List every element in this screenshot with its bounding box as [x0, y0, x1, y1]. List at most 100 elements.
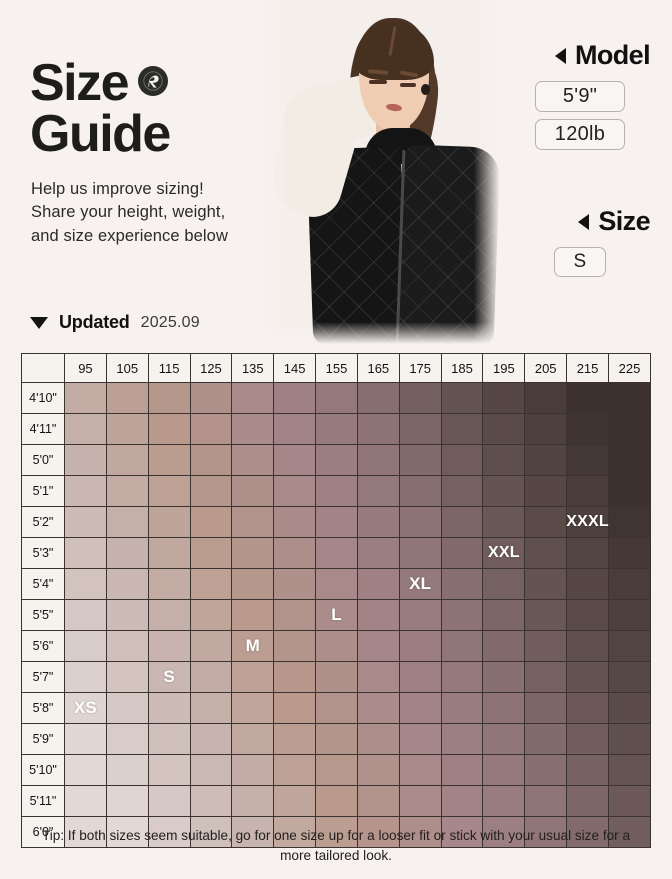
size-chart-cell[interactable]	[440, 785, 484, 817]
size-chart-cell[interactable]	[524, 475, 568, 507]
size-chart-cell[interactable]	[440, 506, 484, 538]
size-chart-cell[interactable]	[105, 630, 149, 662]
size-chart-cell[interactable]	[64, 506, 107, 538]
size-chart-cell[interactable]: XXL	[482, 537, 526, 569]
size-chart-cell[interactable]	[147, 382, 191, 414]
size-chart-cell[interactable]	[231, 754, 275, 786]
size-chart-cell[interactable]	[356, 413, 400, 445]
size-chart-cell[interactable]	[607, 816, 652, 848]
size-chart-cell[interactable]	[273, 692, 317, 724]
size-chart-cell[interactable]	[524, 785, 568, 817]
size-chart-cell[interactable]	[356, 630, 400, 662]
size-chart-cell[interactable]	[398, 599, 442, 631]
size-chart-cell[interactable]	[607, 382, 652, 414]
size-chart-cell[interactable]	[440, 661, 484, 693]
size-chart-cell[interactable]	[440, 413, 484, 445]
size-chart-cell[interactable]	[566, 785, 609, 817]
size-chart-cell[interactable]	[189, 444, 233, 476]
size-chart-cell[interactable]	[189, 661, 233, 693]
size-chart-cell[interactable]	[231, 537, 275, 569]
size-chart-cell[interactable]	[147, 413, 191, 445]
size-chart-cell[interactable]	[189, 754, 233, 786]
size-chart-cell[interactable]: XXXL	[566, 506, 609, 538]
size-chart-cell[interactable]	[64, 630, 107, 662]
size-chart-cell[interactable]	[566, 599, 609, 631]
size-chart-cell[interactable]	[231, 444, 275, 476]
size-chart-cell[interactable]	[105, 599, 149, 631]
size-chart-cell[interactable]	[105, 723, 149, 755]
size-chart-cell[interactable]	[189, 630, 233, 662]
size-chart-cell[interactable]	[189, 723, 233, 755]
size-chart-cell[interactable]	[189, 599, 233, 631]
size-chart-cell[interactable]	[440, 537, 484, 569]
size-chart-cell[interactable]	[524, 568, 568, 600]
size-chart-cell[interactable]	[356, 444, 400, 476]
size-chart-cell[interactable]	[398, 506, 442, 538]
model-weight-badge[interactable]: 120lb	[535, 119, 625, 150]
size-chart-cell[interactable]	[231, 568, 275, 600]
size-chart-cell[interactable]	[440, 568, 484, 600]
size-chart-cell[interactable]	[356, 506, 400, 538]
size-chart-cell[interactable]	[398, 475, 442, 507]
size-chart-cell[interactable]	[482, 661, 526, 693]
size-chart-cell[interactable]: M	[231, 630, 275, 662]
size-chart-cell[interactable]	[607, 661, 652, 693]
size-chart-cell[interactable]	[566, 630, 609, 662]
size-chart-cell[interactable]	[356, 816, 400, 848]
size-chart-cell[interactable]	[64, 413, 107, 445]
size-chart-cell[interactable]	[482, 599, 526, 631]
size-chart-cell[interactable]	[482, 754, 526, 786]
size-chart-cell[interactable]	[64, 661, 107, 693]
size-chart-cell[interactable]	[105, 568, 149, 600]
size-chart-cell[interactable]	[356, 537, 400, 569]
size-chart-cell[interactable]	[147, 816, 191, 848]
size-chart-cell[interactable]	[356, 382, 400, 414]
size-chart-cell[interactable]	[482, 630, 526, 662]
size-chart-cell[interactable]	[482, 816, 526, 848]
size-chart-cell[interactable]	[607, 506, 652, 538]
size-chart-cell[interactable]	[273, 506, 317, 538]
size-chart-cell[interactable]	[64, 568, 107, 600]
size-chart-cell[interactable]	[566, 692, 609, 724]
size-chart-cell[interactable]	[566, 754, 609, 786]
size-chart-cell[interactable]	[398, 723, 442, 755]
size-chart-cell[interactable]	[189, 382, 233, 414]
size-chart-cell[interactable]	[147, 692, 191, 724]
size-chart-cell[interactable]	[231, 723, 275, 755]
size-chart-cell[interactable]	[189, 537, 233, 569]
size-chart-cell[interactable]	[315, 382, 358, 414]
size-chart-cell[interactable]	[105, 382, 149, 414]
size-chart-cell[interactable]	[356, 568, 400, 600]
size-chart-cell[interactable]	[147, 537, 191, 569]
size-chart-cell[interactable]	[607, 754, 652, 786]
model-size-badge[interactable]: S	[554, 247, 606, 277]
size-chart-cell[interactable]	[273, 630, 317, 662]
size-chart-cell[interactable]: XL	[398, 568, 442, 600]
size-chart-cell[interactable]	[398, 692, 442, 724]
size-chart-cell[interactable]	[482, 413, 526, 445]
size-chart-cell[interactable]	[440, 599, 484, 631]
size-chart-cell[interactable]	[189, 785, 233, 817]
size-chart-cell[interactable]	[356, 692, 400, 724]
size-chart-cell[interactable]	[273, 382, 317, 414]
size-chart-cell[interactable]	[524, 413, 568, 445]
size-chart-cell[interactable]	[315, 816, 358, 848]
size-chart-cell[interactable]	[315, 444, 358, 476]
size-chart-cell[interactable]	[273, 475, 317, 507]
size-chart-cell[interactable]	[147, 754, 191, 786]
size-chart-cell[interactable]	[315, 413, 358, 445]
size-chart-cell[interactable]	[315, 754, 358, 786]
size-chart-cell[interactable]	[566, 444, 609, 476]
size-chart-cell[interactable]	[105, 506, 149, 538]
size-chart-cell[interactable]	[607, 785, 652, 817]
size-chart-cell[interactable]	[315, 785, 358, 817]
size-chart-cell[interactable]	[524, 444, 568, 476]
size-chart-cell[interactable]	[64, 723, 107, 755]
size-chart-cell[interactable]	[482, 475, 526, 507]
size-chart-cell[interactable]	[607, 723, 652, 755]
size-chart-cell[interactable]	[482, 568, 526, 600]
size-chart-cell[interactable]	[607, 444, 652, 476]
size-chart-cell[interactable]	[566, 661, 609, 693]
size-chart-cell[interactable]	[231, 506, 275, 538]
size-chart-cell[interactable]	[105, 754, 149, 786]
